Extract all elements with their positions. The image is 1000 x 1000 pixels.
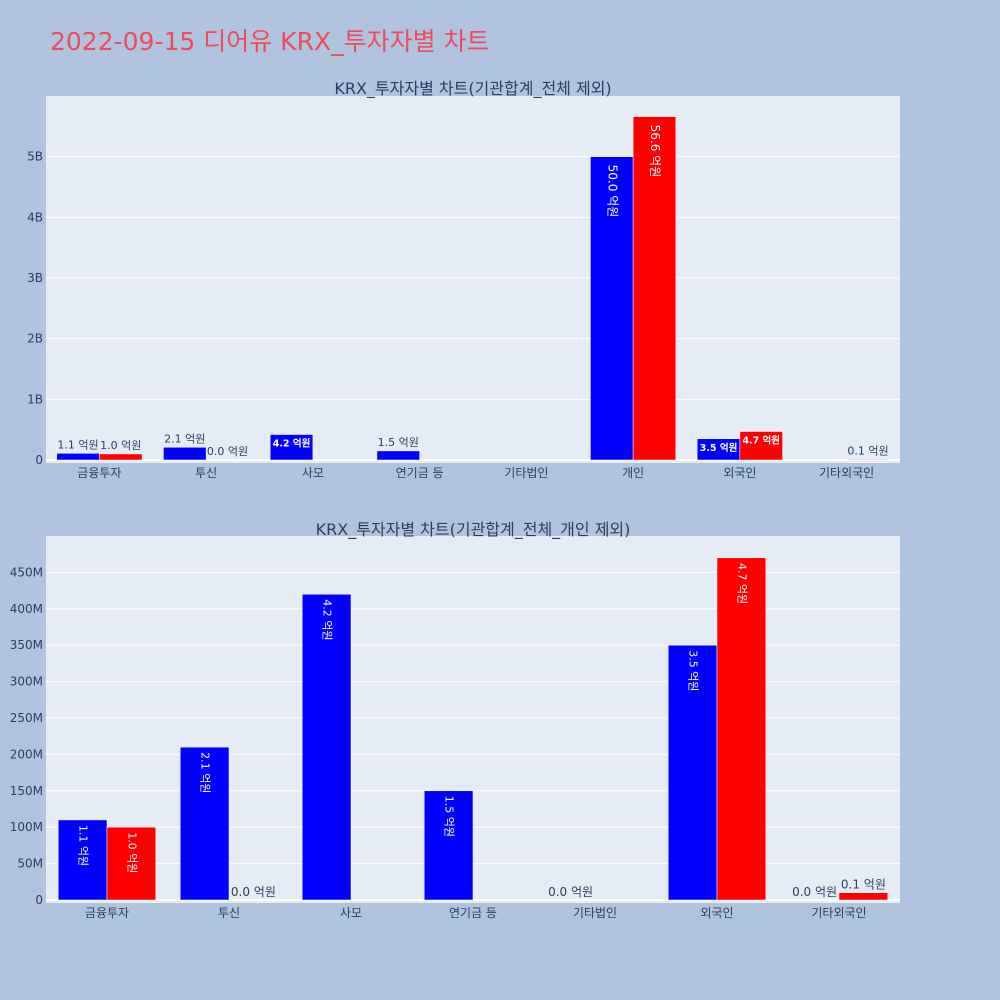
data-label: 3.5 억원 <box>700 442 738 454</box>
data-label: 1.0 억원 <box>125 832 138 873</box>
data-label: 0.0 억원 <box>231 885 276 899</box>
y-tick-label: 50M <box>17 857 43 871</box>
bar <box>846 459 890 461</box>
x-tick-label: 연기금 등 <box>396 466 444 480</box>
bar <box>179 746 230 901</box>
x-tick-label: 투신 <box>218 906 240 920</box>
y-tick-label: 350M <box>10 638 43 652</box>
y-tick-label: 0 <box>35 453 43 467</box>
bar <box>57 819 108 901</box>
y-tick-label: 1B <box>27 392 43 406</box>
y-tick-label: 4B <box>27 210 43 224</box>
data-label: 0.0 억원 <box>207 445 248 458</box>
chart-1: 0 1B 2B 3B 4B 5B KRX_투자자별 차트(기관합계_전체 제외) 금융투자 1.… <box>27 79 900 480</box>
data-label: 4.2 억원 <box>321 599 334 640</box>
y-tick-label: 200M <box>10 747 43 761</box>
data-label: 1.1 억원 <box>77 825 90 866</box>
data-label: 56.6 억원 <box>648 125 662 178</box>
bar <box>269 434 314 461</box>
bar <box>56 453 100 461</box>
x-tick-label: 외국인 <box>723 466 756 480</box>
bar <box>838 892 889 901</box>
data-label: 4.7 억원 <box>742 434 780 446</box>
x-tick-label: 사모 <box>302 466 324 480</box>
y-tick-label: 150M <box>10 784 43 798</box>
y-tick-label: 3B <box>27 271 43 285</box>
y-tick-label: 400M <box>10 602 43 616</box>
chart-title: KRX_투자자별 차트(기관합계_전체_개인 제외) <box>316 520 631 540</box>
bar <box>423 790 474 901</box>
y-tick-label: 2B <box>27 332 43 346</box>
page-title: 2022-09-15 디어유 KRX_투자자별 차트 <box>50 27 490 56</box>
bar <box>106 826 157 901</box>
x-tick-label: 투신 <box>195 466 217 480</box>
bar <box>632 116 677 461</box>
x-tick-label: 기타법인 <box>504 466 548 480</box>
x-tick-label: 개인 <box>622 466 644 480</box>
bar <box>301 593 352 901</box>
data-label: 3.5 억원 <box>687 650 700 691</box>
chart-title: KRX_투자자별 차트(기관합계_전체 제외) <box>334 79 611 99</box>
x-tick-label: 외국인 <box>700 906 733 920</box>
bar <box>590 156 634 461</box>
data-label: 0.1 억원 <box>841 878 886 892</box>
x-tick-label: 기타외국인 <box>811 906 866 920</box>
y-tick-label: 100M <box>10 820 43 834</box>
data-label: 50.0 억원 <box>605 165 619 218</box>
bar <box>667 644 718 901</box>
data-label: 1.5 억원 <box>443 796 456 837</box>
data-label: 2.1 억원 <box>164 432 205 445</box>
x-tick-label: 금융투자 <box>85 906 129 920</box>
plot-background <box>46 96 900 463</box>
x-tick-label: 기타외국인 <box>819 466 874 480</box>
y-tick-label: 250M <box>10 711 43 725</box>
y-tick-label: 5B <box>27 150 43 164</box>
data-label: 1.1 억원 <box>57 438 98 451</box>
data-label: 1.5 억원 <box>378 436 419 449</box>
x-tick-label: 사모 <box>340 906 362 920</box>
data-label: 2.1 억원 <box>199 752 212 793</box>
x-tick-label: 금융투자 <box>77 466 121 480</box>
y-tick-label: 300M <box>10 675 43 689</box>
data-label: 4.2 억원 <box>273 438 311 450</box>
bar <box>99 453 143 461</box>
bar <box>716 557 767 901</box>
data-label: 0.0 억원 <box>548 885 593 899</box>
y-tick-label: 0 <box>35 893 43 907</box>
data-label: 0.0 억원 <box>792 885 837 899</box>
y-tick-label: 450M <box>10 565 43 579</box>
x-tick-label: 기타법인 <box>573 906 617 920</box>
bar <box>376 450 420 461</box>
chart-2: 0 50M 100M 150M 200M 250M 300M 350M 400M 450M KRX_… <box>10 520 900 920</box>
bar <box>163 447 207 461</box>
data-label: 4.7 억원 <box>735 563 748 604</box>
x-tick-label: 연기금 등 <box>449 906 497 920</box>
data-label: 0.1 억원 <box>847 444 888 457</box>
data-label: 1.0 억원 <box>100 439 141 452</box>
bar <box>739 431 783 461</box>
